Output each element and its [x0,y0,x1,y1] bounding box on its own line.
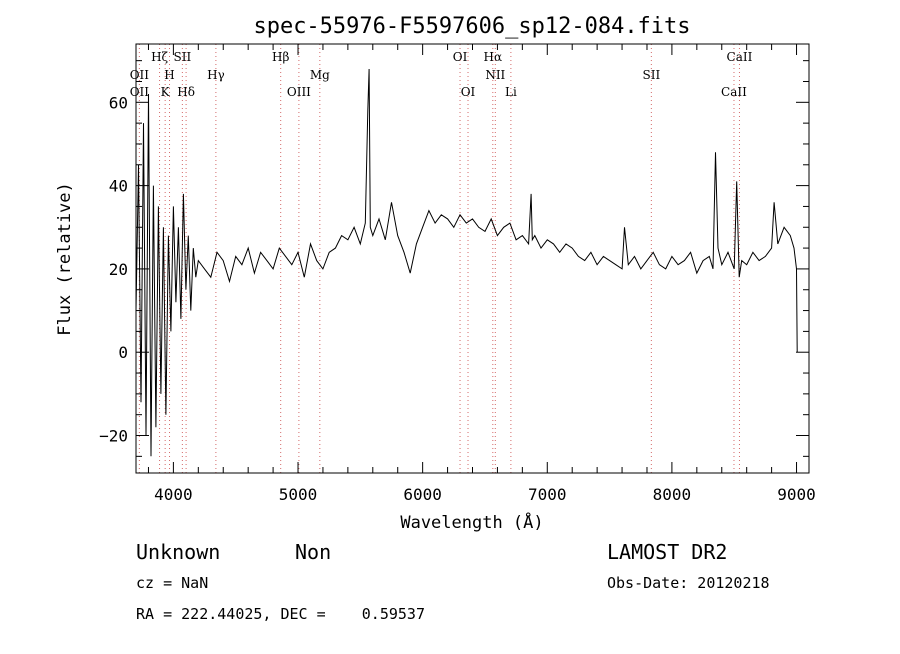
line-label: H [164,68,174,82]
y-tick-label: 40 [109,177,128,196]
line-label: SII [642,68,660,82]
obs-date-text: Obs-Date: 20120218 [607,574,770,592]
y-tick-label: −20 [99,427,128,446]
y-tick-label: 20 [109,260,128,279]
x-tick-label: 5000 [279,485,318,504]
line-label: OI [461,85,476,99]
object-class: Unknown [136,540,221,564]
line-label: CaII [721,85,747,99]
line-label: NII [485,68,505,82]
x-tick-label: 4000 [154,485,193,504]
line-label: Hγ [207,68,225,82]
line-label: SII [174,50,192,64]
survey-name: LAMOST DR2 [607,540,728,564]
line-label: Li [505,85,517,99]
line-label: K [161,85,171,99]
spectrum-series [135,68,798,457]
chart-title: spec-55976-F5597606_sp12-084.fits [253,14,690,39]
coordinates-text: RA = 222.44025, DEC = 0.59537 [136,605,425,623]
axis-tick-labels: 4000 5000 6000 7000 8000 9000 −20 0 20 40 60 [99,93,816,504]
spectral-line-markers [138,44,740,473]
object-subclass: Non [295,540,332,564]
y-tick-label: 60 [109,93,128,112]
x-tick-label: 6000 [403,485,442,504]
x-tick-label: 8000 [653,485,692,504]
line-label: Hδ [177,85,195,99]
axis-ticks [136,44,809,473]
line-label: OII [130,68,150,82]
line-label: Hα [484,50,503,64]
line-label: OI [453,50,468,64]
x-tick-label: 9000 [777,485,816,504]
y-tick-label: 0 [118,343,128,362]
line-label: Mg [310,68,330,82]
x-tick-label: 7000 [528,485,567,504]
line-label: CaII [727,50,753,64]
line-label: OII [130,85,150,99]
line-label: Hζ [151,50,168,64]
y-axis-label: Flux (relative) [55,182,75,336]
redshift-text: cz = NaN [136,574,209,592]
spectral-line-labels: Hζ SII OII H Hγ OII K Hδ Hβ Mg OIII OI Hα NII OI Li SII C… [130,50,753,99]
x-axis-label: Wavelength (Å) [400,511,543,533]
line-label: Hβ [272,50,289,64]
line-label: OIII [287,85,311,99]
